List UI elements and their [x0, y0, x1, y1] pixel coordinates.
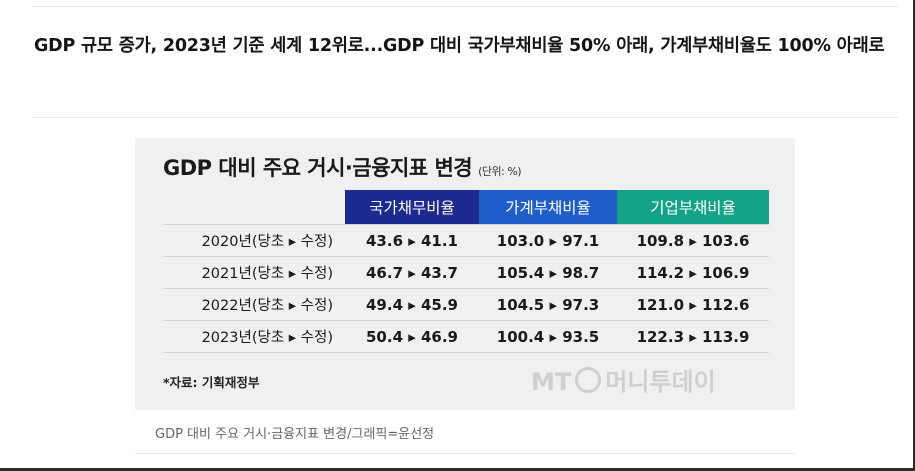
cell-corporate-debt: 121.0 ▸ 112.6	[636, 295, 750, 314]
column-header-corporate-debt: 기업부채비율	[617, 190, 769, 224]
figure-unit: (단위: %)	[478, 165, 522, 178]
figure-title: GDP 대비 주요 거시·금융지표 변경 (단위: %)	[163, 152, 522, 182]
row-label: 2021년(당초 ▸ 수정)	[201, 266, 333, 282]
cell-household-debt: 105.4 ▸ 98.7	[496, 263, 600, 282]
watermark-logo: MT 머니투데이	[531, 362, 716, 397]
cell-national-debt: 46.7 ▸ 43.7	[366, 263, 458, 282]
cell-national-debt: 43.6 ▸ 41.1	[366, 231, 458, 250]
cell-household-debt: 104.5 ▸ 97.3	[496, 295, 600, 314]
row-label: 2023년(당초 ▸ 수정)	[201, 330, 333, 346]
figure-title-text: GDP 대비 주요 거시·금융지표 변경	[163, 156, 473, 180]
cell-household-debt: 100.4 ▸ 93.5	[496, 327, 600, 346]
figure-source: *자료: 기획재정부	[163, 375, 260, 390]
table-row: 2023년(당초 ▸ 수정) 50.4 ▸ 46.9 100.4 ▸ 93.5 …	[163, 320, 769, 353]
column-header-household-debt: 가계부채비율	[479, 190, 617, 224]
cell-corporate-debt: 122.3 ▸ 113.9	[636, 327, 750, 346]
cell-national-debt: 49.4 ▸ 45.9	[366, 295, 458, 314]
headline-divider	[32, 117, 898, 118]
page-bottom-border	[0, 468, 915, 471]
caption-divider	[135, 453, 795, 454]
cell-national-debt: 50.4 ▸ 46.9	[366, 327, 458, 346]
figure-caption: GDP 대비 주요 거시·금융지표 변경/그래픽=윤선정	[155, 427, 435, 442]
top-divider	[32, 6, 898, 7]
watermark-mt: MT	[531, 368, 572, 396]
column-header-national-debt: 국가채무비율	[345, 190, 479, 224]
table-row: 2022년(당초 ▸ 수정) 49.4 ▸ 45.9 104.5 ▸ 97.3 …	[163, 288, 769, 320]
article-headline: GDP 규모 증가, 2023년 기준 세계 12위로...GDP 대비 국가부…	[34, 36, 885, 56]
cell-corporate-debt: 109.8 ▸ 103.6	[636, 231, 750, 250]
table-row: 2021년(당초 ▸ 수정) 46.7 ▸ 43.7 105.4 ▸ 98.7 …	[163, 256, 769, 288]
page-right-border	[913, 0, 915, 471]
row-label: 2020년(당초 ▸ 수정)	[201, 234, 333, 250]
watermark-circle-icon	[575, 367, 602, 393]
row-label: 2022년(당초 ▸ 수정)	[201, 298, 333, 314]
cell-corporate-debt: 114.2 ▸ 106.9	[636, 263, 750, 282]
infographic-figure: GDP 대비 주요 거시·금융지표 변경 (단위: %) 국가채무비율 가계부채비…	[135, 138, 795, 410]
table-row: 2020년(당초 ▸ 수정) 43.6 ▸ 41.1 103.0 ▸ 97.1 …	[163, 224, 769, 256]
cell-household-debt: 103.0 ▸ 97.1	[496, 231, 600, 250]
watermark-brand: 머니투데이	[605, 368, 716, 396]
